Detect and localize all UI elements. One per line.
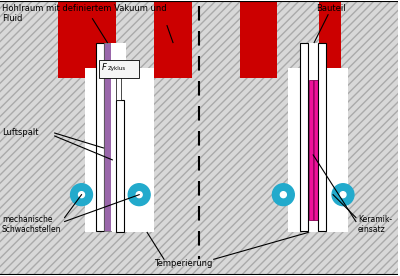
Bar bbox=[0, 1, 398, 78]
Bar bbox=[0, 78, 398, 275]
Bar bbox=[111, 43, 116, 232]
Text: Zyklus: Zyklus bbox=[107, 67, 126, 71]
Bar bbox=[116, 100, 124, 232]
Bar bbox=[116, 68, 121, 100]
Bar bbox=[0, 43, 58, 275]
Bar bbox=[318, 43, 326, 232]
Bar bbox=[139, 1, 154, 78]
Circle shape bbox=[136, 192, 142, 198]
Text: Keramik-
einsatz: Keramik- einsatz bbox=[358, 214, 392, 234]
Bar bbox=[252, 43, 266, 78]
Circle shape bbox=[70, 184, 92, 206]
Circle shape bbox=[128, 184, 150, 206]
Bar bbox=[100, 43, 126, 78]
Bar bbox=[165, 43, 179, 78]
Bar bbox=[303, 43, 326, 78]
Bar bbox=[100, 60, 139, 78]
Text: Luftspalt: Luftspalt bbox=[2, 128, 38, 137]
Bar bbox=[84, 68, 154, 232]
Text: Temperierung: Temperierung bbox=[154, 259, 212, 268]
Bar bbox=[277, 1, 283, 78]
Text: mechanische
Schwachstellen: mechanische Schwachstellen bbox=[2, 214, 62, 234]
Circle shape bbox=[280, 192, 286, 198]
Bar bbox=[309, 80, 318, 219]
Bar bbox=[94, 43, 116, 162]
Bar bbox=[319, 43, 341, 78]
Circle shape bbox=[78, 192, 84, 198]
Circle shape bbox=[340, 192, 346, 198]
Bar bbox=[0, 1, 58, 78]
Bar bbox=[96, 43, 104, 232]
Circle shape bbox=[332, 184, 354, 206]
Bar bbox=[300, 43, 308, 232]
Bar bbox=[192, 1, 199, 78]
Text: F: F bbox=[102, 63, 106, 72]
Text: Hohlraum mit definiertem Vakuum und
Fluid: Hohlraum mit definiertem Vakuum und Flui… bbox=[2, 4, 167, 23]
Bar bbox=[288, 68, 348, 232]
Text: Bauteil: Bauteil bbox=[316, 4, 346, 13]
Bar bbox=[154, 1, 192, 78]
Circle shape bbox=[272, 184, 294, 206]
Bar bbox=[341, 1, 398, 78]
Bar bbox=[104, 43, 111, 232]
Bar bbox=[240, 1, 277, 78]
Bar bbox=[283, 1, 319, 78]
Bar bbox=[199, 1, 240, 78]
Bar bbox=[116, 1, 154, 78]
Bar bbox=[319, 1, 341, 78]
